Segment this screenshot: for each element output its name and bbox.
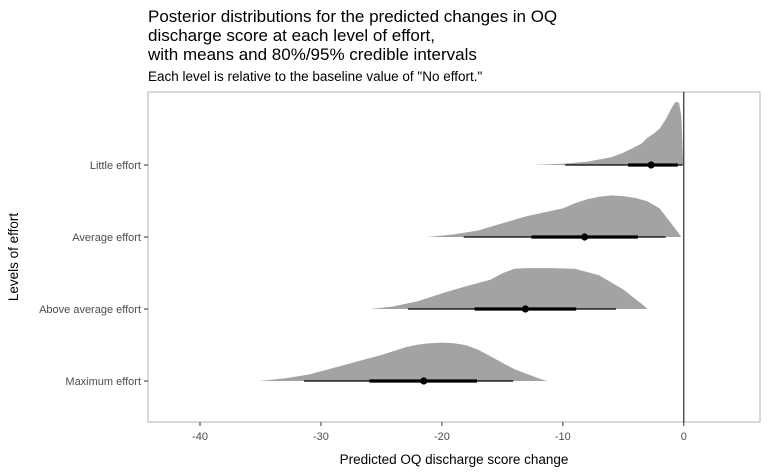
y-tick-label-average-effort: Average effort bbox=[72, 232, 141, 244]
x-tick-label: -20 bbox=[434, 431, 450, 443]
chart-subtitle: Each level is relative to the baseline v… bbox=[148, 69, 483, 84]
density-average-effort bbox=[427, 195, 682, 237]
mean-point-little-effort bbox=[647, 161, 655, 169]
mean-point-average-effort bbox=[581, 233, 589, 241]
interval-layer bbox=[304, 161, 683, 385]
y-axis-title: Levels of effort bbox=[6, 213, 21, 302]
density-layer bbox=[259, 102, 684, 381]
x-tick-label: -30 bbox=[313, 431, 329, 443]
chart-title-line-3: with means and 80%/95% credible interval… bbox=[148, 45, 477, 64]
x-tick-label: 0 bbox=[681, 431, 687, 443]
density-above-average-effort bbox=[370, 268, 648, 309]
chart-title: Posterior distributions for the predicte… bbox=[148, 7, 557, 64]
x-axis-title: Predicted OQ discharge score change bbox=[340, 452, 569, 467]
chart-title-line-2: discharge score at each level of effort, bbox=[148, 26, 435, 45]
y-tick-label-little-effort: Little effort bbox=[90, 160, 141, 172]
x-tick-label: -40 bbox=[192, 431, 208, 443]
y-tick-label-maximum-effort: Maximum effort bbox=[65, 376, 141, 388]
x-tick-label: -10 bbox=[555, 431, 571, 443]
axes-layer: Little effort Average effort Above average… bbox=[39, 160, 687, 443]
density-maximum-effort bbox=[259, 342, 548, 381]
density-little-effort bbox=[532, 102, 684, 165]
chart-title-line-1: Posterior distributions for the predicte… bbox=[148, 7, 558, 26]
mean-point-maximum-effort bbox=[420, 377, 428, 385]
y-tick-label-above-average-effort: Above average effort bbox=[39, 304, 141, 316]
mean-point-above-average-effort bbox=[521, 305, 529, 313]
